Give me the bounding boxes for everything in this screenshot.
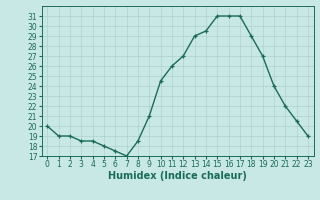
X-axis label: Humidex (Indice chaleur): Humidex (Indice chaleur) bbox=[108, 171, 247, 181]
